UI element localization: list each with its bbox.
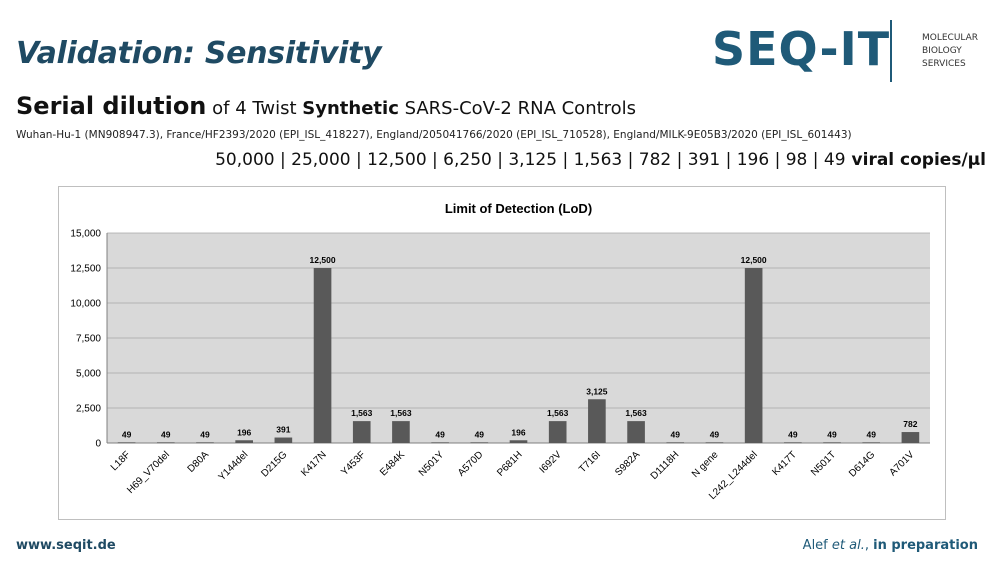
lod-bar-chart: Limit of Detection (LoD) 0 2,500 5,000 7,500… <box>70 201 930 502</box>
x-tick-label: L18F <box>109 449 133 473</box>
citation: Alef et al., in preparation <box>803 538 978 553</box>
x-tick-label: N gene <box>690 449 721 480</box>
data-label: 49 <box>475 429 485 439</box>
data-label: 782 <box>903 419 917 429</box>
x-tick-label: Y144del <box>217 449 251 483</box>
website-link[interactable]: www.seqit.de <box>16 538 116 553</box>
bar <box>352 421 371 443</box>
logo-wordmark: SEQ-IT <box>712 22 891 76</box>
bar <box>156 442 175 444</box>
y-tick-label: 5,000 <box>76 369 101 380</box>
seqit-logo: SEQ-IT MOLECULAR BIOLOGY SERVICES <box>712 18 992 86</box>
y-tick-label: 0 <box>95 439 101 450</box>
data-label: 49 <box>161 429 171 439</box>
bar <box>392 421 410 443</box>
heading-part3: Synthetic <box>302 98 399 119</box>
bar <box>784 442 802 444</box>
heading-part4: SARS-CoV-2 RNA Controls <box>398 98 637 119</box>
dilution-series: 50,000 | 25,000 | 12,500 | 6,250 | 3,125… <box>215 150 986 170</box>
bar <box>509 440 528 443</box>
citation-sep: , <box>864 538 874 553</box>
data-label: 1,563 <box>547 408 569 418</box>
x-tick-label: A701V <box>888 449 917 478</box>
data-label: 3,125 <box>586 386 608 396</box>
x-tick-label: P681H <box>495 449 524 478</box>
dilution-unit: viral copies/µl <box>851 150 986 170</box>
data-label: 49 <box>788 429 798 439</box>
y-tick-label: 15,000 <box>70 229 101 240</box>
y-tick-label: 12,500 <box>70 264 101 275</box>
x-tick-label: N501T <box>809 449 838 478</box>
x-tick-label: K417T <box>770 449 799 478</box>
logo-divider <box>890 20 892 82</box>
data-label: 1,563 <box>390 408 412 418</box>
logo-tagline-line2: BIOLOGY <box>922 46 962 56</box>
x-tick-label: D614G <box>847 449 877 479</box>
bar <box>196 442 214 444</box>
data-label: 49 <box>671 429 681 439</box>
bar <box>274 437 293 443</box>
bar <box>470 442 489 444</box>
citation-author: Alef <box>802 538 832 553</box>
data-label: 49 <box>710 429 720 439</box>
heading-part1: Serial dilution <box>16 92 207 120</box>
data-label: 49 <box>122 429 132 439</box>
bar <box>548 421 567 443</box>
bar <box>588 399 606 443</box>
x-tick-label: D80A <box>186 449 212 475</box>
logo-tagline-line3: SERVICES <box>922 59 966 69</box>
bar <box>313 268 332 443</box>
data-label: 49 <box>866 429 876 439</box>
y-tick-label: 10,000 <box>70 299 101 310</box>
bar <box>431 442 449 444</box>
logo-tagline-line1: MOLECULAR <box>922 33 979 43</box>
x-tick-label: Y453F <box>339 449 368 478</box>
bar <box>862 442 881 444</box>
x-tick-label: N501Y <box>417 449 447 479</box>
data-label: 49 <box>435 429 445 439</box>
data-label: 196 <box>511 427 525 437</box>
data-label: 12,500 <box>741 255 767 265</box>
x-tick-label: K417N <box>299 449 328 478</box>
logo-tagline: MOLECULAR BIOLOGY SERVICES <box>922 32 978 71</box>
chart-title: Limit of Detection (LoD) <box>445 201 592 216</box>
x-tick-label: D215G <box>259 449 289 479</box>
data-label: 12,500 <box>310 255 336 265</box>
x-tick-label: H69_V70del <box>125 449 172 496</box>
dilution-values: 50,000 | 25,000 | 12,500 | 6,250 | 3,125… <box>215 150 846 170</box>
x-tick-label: T716I <box>577 449 603 475</box>
bar <box>117 442 136 444</box>
data-label: 49 <box>827 429 837 439</box>
citation-etal: et al. <box>831 538 865 553</box>
data-label: 1,563 <box>351 408 373 418</box>
chart-frame: Limit of Detection (LoD) 0 2,500 5,000 7,500… <box>58 186 946 520</box>
citation-status: in preparation <box>873 538 978 553</box>
slide-heading: Serial dilution of 4 Twist Synthetic SAR… <box>16 92 636 120</box>
x-tick-label: S982A <box>613 449 642 478</box>
bar <box>901 432 920 443</box>
x-tick-label: I692V <box>538 449 564 475</box>
y-tick-label: 2,500 <box>76 404 101 415</box>
x-tick-label: E484K <box>378 449 407 478</box>
bar <box>627 421 645 443</box>
source-list: Wuhan-Hu-1 (MN908947.3), France/HF2393/2… <box>16 129 852 141</box>
bar <box>823 442 841 444</box>
data-label: 49 <box>200 429 210 439</box>
data-label: 196 <box>237 427 251 437</box>
x-tick-label: D1118H <box>649 449 682 482</box>
heading-part2: of 4 Twist <box>206 98 303 119</box>
bar <box>744 268 763 443</box>
data-label: 1,563 <box>625 408 647 418</box>
data-label: 391 <box>276 425 290 435</box>
bar <box>666 442 685 444</box>
x-tick-label: A570D <box>456 449 485 478</box>
bar <box>705 442 724 444</box>
bar <box>235 440 253 443</box>
y-tick-label: 7,500 <box>76 334 101 345</box>
slide-title: Validation: Sensitivity <box>16 36 382 71</box>
